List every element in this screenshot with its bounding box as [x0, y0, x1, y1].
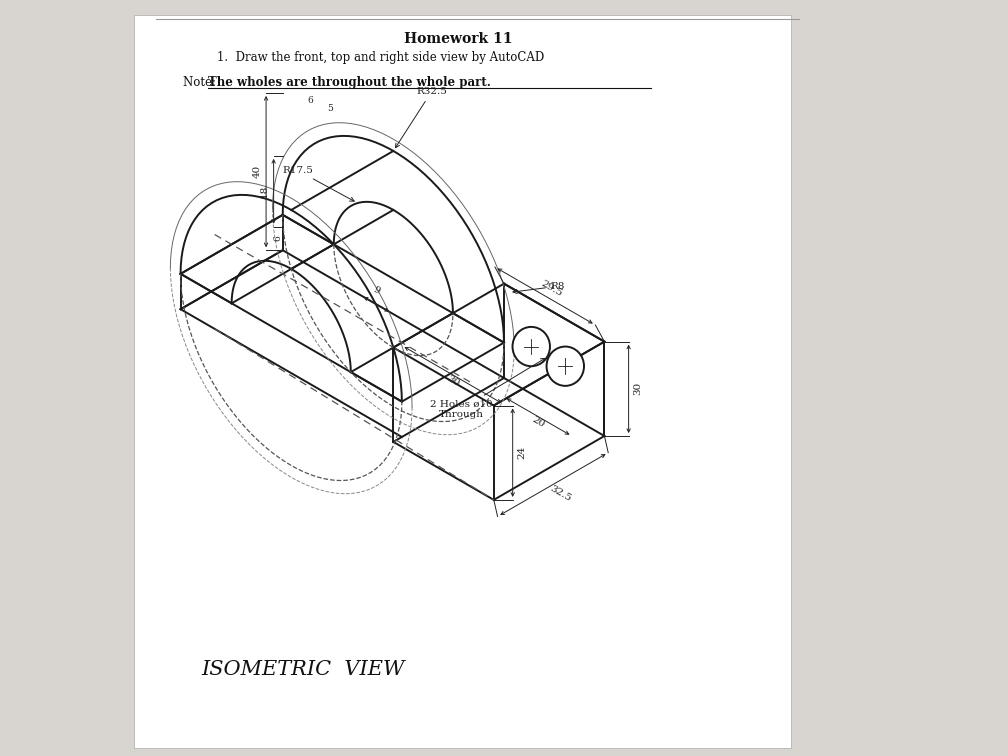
Text: 40: 40	[252, 165, 261, 178]
Text: Note:: Note:	[182, 76, 220, 88]
Text: ISOMETRIC  VIEW: ISOMETRIC VIEW	[202, 659, 405, 679]
Text: 1.  Draw the front, top and right side view by AutoCAD: 1. Draw the front, top and right side vi…	[217, 51, 544, 64]
Text: Homework 11: Homework 11	[404, 32, 513, 46]
Text: R17.5: R17.5	[282, 166, 354, 201]
Text: R8: R8	[513, 282, 565, 293]
Text: 30: 30	[445, 373, 461, 389]
Text: R32.5: R32.5	[395, 87, 447, 147]
Text: 9: 9	[371, 285, 381, 296]
Text: 5: 5	[328, 104, 334, 113]
Text: 32.5: 32.5	[548, 484, 573, 503]
Ellipse shape	[546, 346, 584, 386]
Text: 30: 30	[633, 383, 642, 395]
Text: 24: 24	[517, 446, 526, 460]
Text: 6: 6	[273, 236, 282, 241]
Text: 6: 6	[307, 96, 312, 105]
Text: 29.5: 29.5	[539, 279, 563, 298]
Ellipse shape	[512, 327, 550, 366]
Text: 18: 18	[260, 184, 269, 198]
Text: The wholes are throughout the whole part.: The wholes are throughout the whole part…	[208, 76, 491, 88]
Text: 2 Holes ø10
Through: 2 Holes ø10 Through	[430, 358, 545, 419]
FancyBboxPatch shape	[133, 15, 791, 748]
Text: 20: 20	[530, 415, 546, 430]
